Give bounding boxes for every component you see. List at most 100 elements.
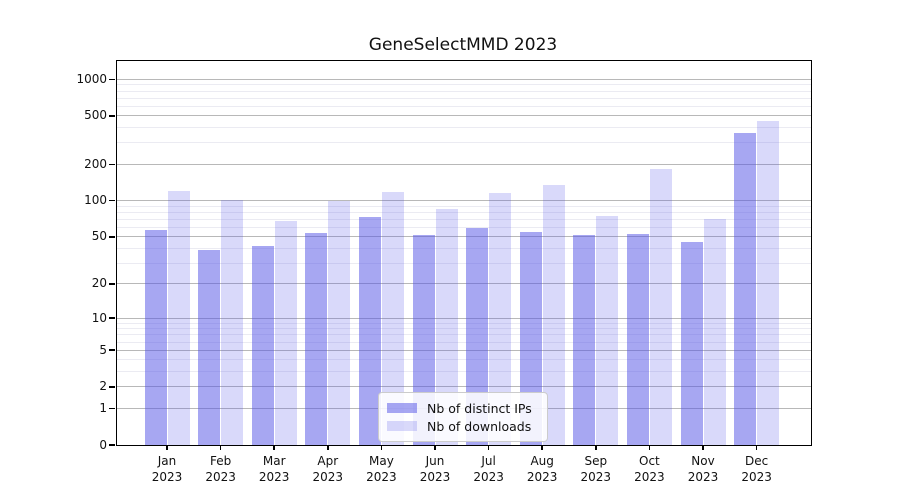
y-gridline-minor	[117, 97, 811, 99]
bar-downloads	[435, 208, 458, 445]
x-tick-label: May 2023	[366, 454, 397, 484]
bar-downloads	[381, 192, 404, 445]
y-gridline-minor	[117, 205, 811, 207]
y-tick-label: 1000	[76, 71, 107, 86]
plot-area: 0 1 2 5 10 20 50 100 200 500 1000 Jan 2023 Feb 2023 M…	[76, 60, 812, 484]
y-gridline-minor	[117, 127, 811, 129]
y-gridline-minor	[117, 218, 811, 220]
y-axis-tick	[109, 115, 115, 117]
y-gridline-minor	[117, 328, 811, 330]
x-axis-tick	[648, 445, 651, 450]
y-axis-tick	[109, 78, 115, 81]
bar-distinct-ips	[734, 132, 757, 445]
y-gridline-major	[117, 163, 811, 165]
y-gridline-major	[117, 236, 811, 238]
bar-distinct-ips	[519, 231, 542, 445]
y-axis-tick	[109, 386, 115, 388]
x-axis-tick	[380, 445, 383, 450]
bar-downloads	[703, 219, 726, 445]
y-gridline-major	[117, 115, 811, 117]
bar-downloads	[757, 120, 780, 445]
legend-entry-downloads: Nb of downloads	[387, 417, 539, 435]
y-tick-label: 100	[84, 193, 107, 208]
x-axis-tick	[273, 445, 275, 450]
y-gridline-minor	[117, 211, 811, 213]
legend: Nb of distinct IPs Nb of downloads	[378, 392, 548, 442]
bar-distinct-ips	[305, 232, 328, 445]
y-tick-label: 20	[91, 276, 107, 291]
y-gridline-major	[117, 78, 811, 80]
y-gridline-minor	[117, 262, 811, 264]
x-axis-tick	[487, 445, 490, 450]
legend-label-downloads: Nb of downloads	[427, 418, 532, 434]
x-axis-tick	[166, 445, 168, 450]
bar-downloads	[167, 191, 190, 445]
y-tick-label: 10	[91, 310, 107, 325]
y-axis-tick	[109, 349, 115, 351]
x-tick-label: Aug 2023	[526, 454, 558, 484]
bar-distinct-ips	[680, 242, 703, 445]
bar-downloads	[221, 200, 244, 445]
y-gridline-minor	[117, 105, 811, 107]
bar-downloads	[328, 200, 351, 445]
x-axis-tick	[755, 445, 758, 450]
y-gridline-minor	[117, 359, 811, 361]
bar-distinct-ips	[144, 230, 167, 445]
y-gridline-major	[117, 317, 811, 319]
x-axis-tick	[595, 445, 597, 450]
bar-distinct-ips	[573, 234, 596, 445]
y-axis-tick	[109, 317, 115, 319]
bar-downloads	[489, 192, 512, 445]
legend-swatch-distinct-ips	[387, 403, 417, 413]
y-axis-tick	[109, 283, 115, 285]
x-axis-tick	[434, 445, 436, 450]
y-axis-tick	[109, 199, 115, 202]
chart-title: GeneSelectMMD 2023	[368, 35, 558, 55]
y-tick-label: 500	[84, 108, 107, 123]
y-tick-label: 0	[99, 437, 107, 452]
x-tick-label: Oct 2023	[634, 454, 665, 484]
y-gridline-major	[117, 283, 811, 285]
y-gridline-minor	[117, 90, 811, 92]
bar-distinct-ips	[466, 228, 489, 445]
x-axis-tick	[327, 445, 329, 450]
bar-downloads	[649, 168, 672, 445]
bar-distinct-ips	[358, 217, 381, 445]
y-gridline-major	[117, 200, 811, 202]
y-gridline-minor	[117, 84, 811, 86]
y-gridline-minor	[117, 341, 811, 343]
x-tick-label: Feb 2023	[205, 454, 236, 484]
y-tick-label: 50	[91, 229, 107, 244]
y-axis-tick	[109, 444, 115, 446]
legend-swatch-downloads	[387, 421, 417, 431]
legend-entry-distinct-ips: Nb of distinct IPs	[387, 399, 539, 417]
x-tick-label: Sep 2023	[580, 454, 612, 484]
x-tick-label: Mar 2023	[258, 454, 290, 484]
y-axis-tick	[109, 236, 115, 238]
y-tick-label: 5	[99, 342, 107, 357]
x-axis-tick	[541, 445, 543, 450]
y-gridline-minor	[117, 142, 811, 144]
bar-distinct-ips	[626, 233, 649, 445]
y-axis-tick	[109, 163, 115, 166]
y-gridline-major	[117, 386, 811, 388]
y-axis-tick	[109, 407, 115, 410]
bar-downloads	[596, 215, 619, 445]
x-tick-label: Jun 2023	[419, 454, 451, 484]
y-gridline-minor	[117, 322, 811, 324]
y-gridline-major	[117, 349, 811, 351]
y-tick-label: 200	[84, 156, 107, 171]
y-gridline-minor	[117, 334, 811, 336]
x-axis-tick	[219, 445, 222, 450]
bar-downloads	[274, 220, 297, 445]
x-tick-label: Jan 2023	[151, 454, 183, 484]
x-tick-label: Jul 2023	[473, 454, 504, 484]
y-tick-label: 2	[99, 379, 107, 394]
x-tick-label: Apr 2023	[312, 454, 344, 484]
x-tick-label: Dec 2023	[741, 454, 772, 484]
bar-distinct-ips	[198, 249, 221, 445]
y-gridline-minor	[117, 371, 811, 373]
y-gridline-minor	[117, 226, 811, 228]
x-tick-label: Nov 2023	[687, 454, 719, 484]
